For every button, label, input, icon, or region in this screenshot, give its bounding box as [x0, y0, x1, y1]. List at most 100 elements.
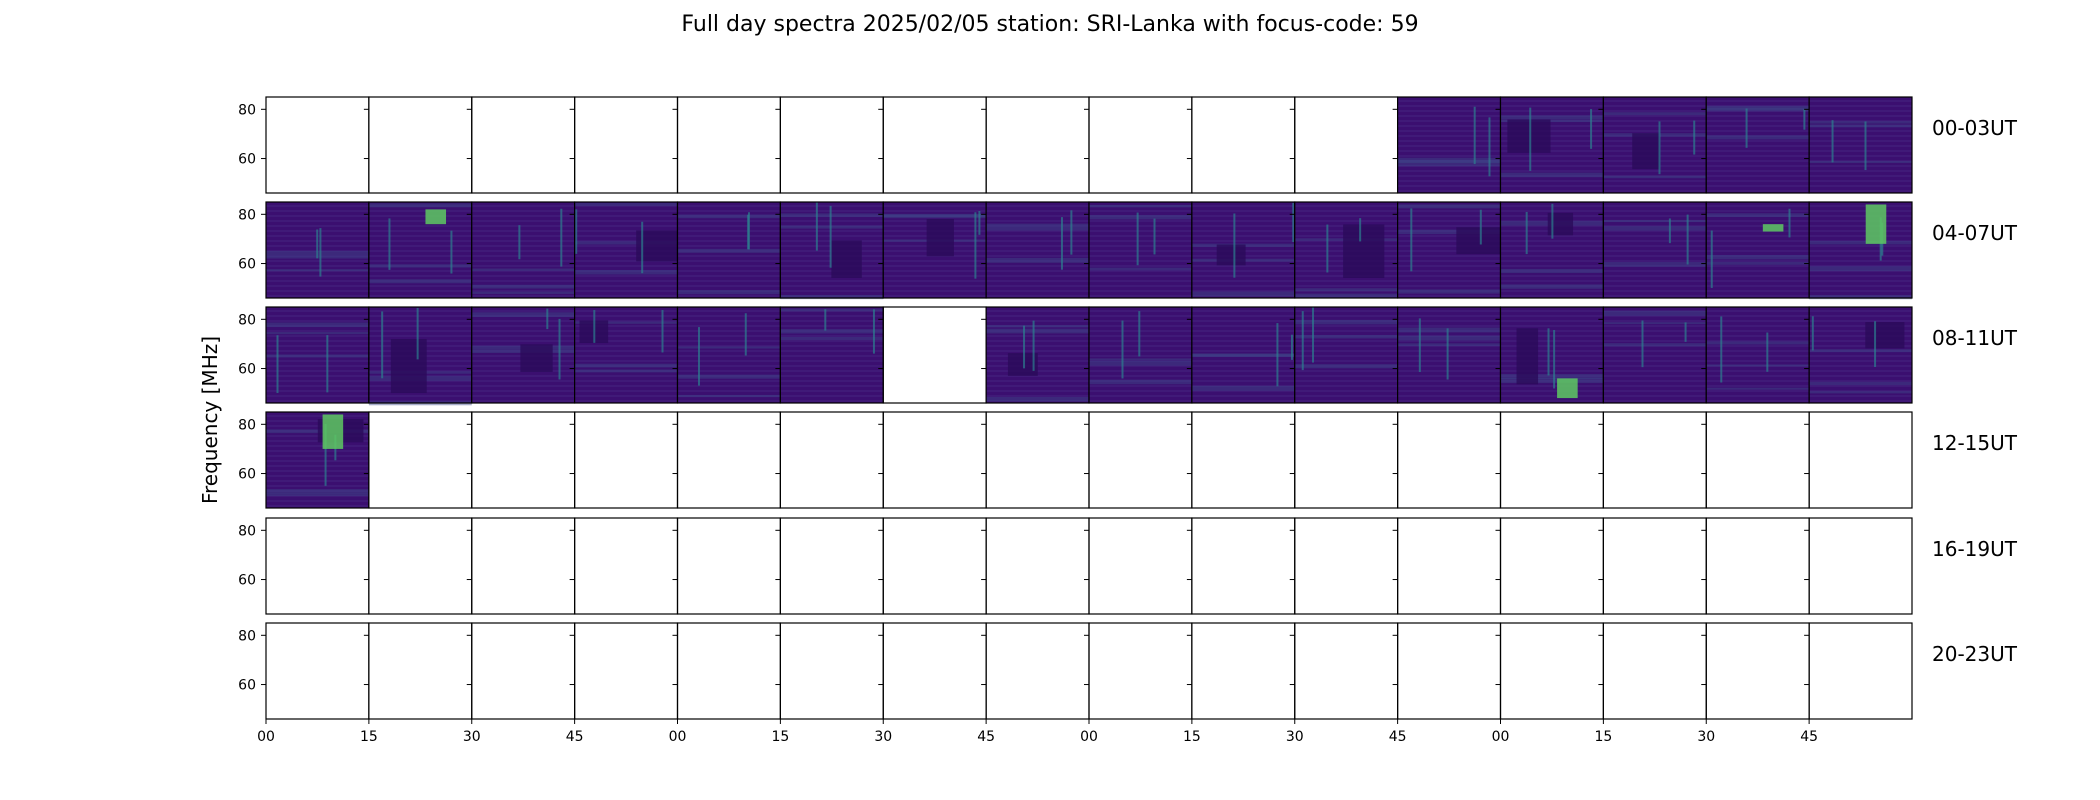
spectrum-block [520, 344, 553, 372]
spectrum-burst [872, 309, 875, 354]
panel-frame [985, 517, 1090, 615]
xtick-label: 15 [1594, 729, 1612, 745]
xtick-label: 00 [1492, 729, 1510, 745]
spectrum-burst [1121, 320, 1124, 379]
spectrum-band [574, 241, 678, 245]
spectrum-burst [319, 228, 322, 277]
spectrum-band [1397, 159, 1501, 163]
spectrum-burst-bright [425, 209, 447, 225]
spectrum-burst-bright [1557, 378, 1578, 399]
spectrum-burst [1745, 108, 1748, 148]
panel-frame [1602, 411, 1707, 509]
spectrum-burst [450, 230, 453, 274]
spectrum-texture [1397, 307, 1501, 403]
spectrum-band [677, 290, 781, 295]
xtick-label: 45 [1389, 729, 1407, 745]
panel-frame [1088, 96, 1193, 194]
spectrum-band [471, 284, 575, 289]
spectrum-band [368, 279, 472, 284]
spectrum-band [1397, 335, 1501, 341]
spectrum-burst [1686, 214, 1689, 265]
spectrum-band [1603, 310, 1707, 316]
xtick-label: 00 [257, 729, 275, 745]
spectrum-band [677, 214, 781, 219]
spectrum-band [1397, 204, 1501, 209]
xtick-label: 45 [1800, 729, 1818, 745]
spectrum-band [368, 203, 472, 208]
panel-frame [1088, 517, 1193, 615]
spectrum-burst [546, 308, 549, 330]
spectrum-burst [575, 209, 578, 254]
panel-frame [1602, 517, 1707, 615]
spectrum-burst [697, 327, 700, 386]
spectrum-burst [1138, 311, 1141, 357]
spectrum-block [1516, 328, 1539, 385]
spectrum-band [1809, 161, 1912, 164]
spectrum-band [1706, 213, 1810, 218]
spectrum-burst [1479, 209, 1482, 245]
panel-frame [1499, 622, 1604, 720]
spectrum-band [1089, 358, 1192, 361]
ytick-label: 80 [238, 207, 256, 223]
panel-frame [1294, 411, 1399, 509]
spectrum-texture [1603, 202, 1707, 298]
xtick-label: 30 [1697, 729, 1715, 745]
spectrum-band [1294, 288, 1398, 292]
spectrum-burst-bright [1762, 224, 1784, 232]
spectrum-burst [1803, 109, 1806, 130]
spectrum-band [574, 363, 678, 368]
panel-frame [779, 622, 884, 720]
spectrum-band [1397, 162, 1501, 167]
spectrum-burst [744, 313, 747, 356]
spectrum-band [1191, 291, 1295, 297]
ytick-label: 80 [238, 417, 256, 433]
xtick-label: 15 [771, 729, 789, 745]
xtick-label: 30 [874, 729, 892, 745]
ytick-label: 60 [238, 362, 256, 378]
spectrum-block [1507, 119, 1551, 153]
panel-frame [1191, 622, 1296, 720]
spectrum-band [1809, 391, 1912, 394]
spectrum-burst [1488, 117, 1491, 177]
spectrum-band [471, 312, 575, 318]
panel-frame [779, 517, 884, 615]
spectrum-band [368, 264, 472, 268]
spectrum-burst [1831, 120, 1834, 163]
spectrum-band [1706, 255, 1810, 260]
spectrum-burst [1418, 318, 1421, 373]
spectrum-burst [824, 309, 827, 331]
spectrum-block [1216, 244, 1246, 266]
spectrum-burst [381, 311, 384, 379]
spectrum-burst [1410, 208, 1413, 272]
spectrum-burst [1446, 328, 1449, 380]
spectrum-band [677, 374, 781, 379]
spectrum-band [574, 369, 678, 373]
spectrum-burst [1547, 328, 1550, 376]
panel-frame [1088, 622, 1193, 720]
spectrum-block [1343, 224, 1385, 278]
spectrum-band [1089, 379, 1192, 385]
spectrum-band [1706, 261, 1810, 265]
panel-frame [368, 411, 473, 509]
spectrum-texture [471, 202, 575, 298]
row-label: 08-11UT [1932, 326, 2018, 350]
spectrum-burst [1473, 106, 1476, 165]
spectrum-band [574, 270, 678, 275]
xtick-label: 00 [1080, 729, 1098, 745]
spectrum-texture [368, 202, 472, 298]
ytick-label: 60 [238, 467, 256, 483]
panel-frame [1705, 411, 1810, 509]
spectrum-band [986, 328, 1089, 334]
spectrum-burst [1553, 330, 1556, 389]
spectrum-band [266, 354, 369, 358]
spectrum-band [986, 257, 1089, 263]
spectrum-band [1500, 115, 1604, 120]
spectrum-burst [558, 318, 561, 380]
panel-frame [1808, 411, 1913, 509]
spectrum-band [1500, 380, 1604, 384]
panel-frame [779, 411, 884, 509]
spectrum-band [1809, 121, 1912, 124]
spectrum-burst [1811, 316, 1814, 351]
spectrum-texture [1706, 202, 1810, 298]
ytick-label: 80 [238, 312, 256, 328]
